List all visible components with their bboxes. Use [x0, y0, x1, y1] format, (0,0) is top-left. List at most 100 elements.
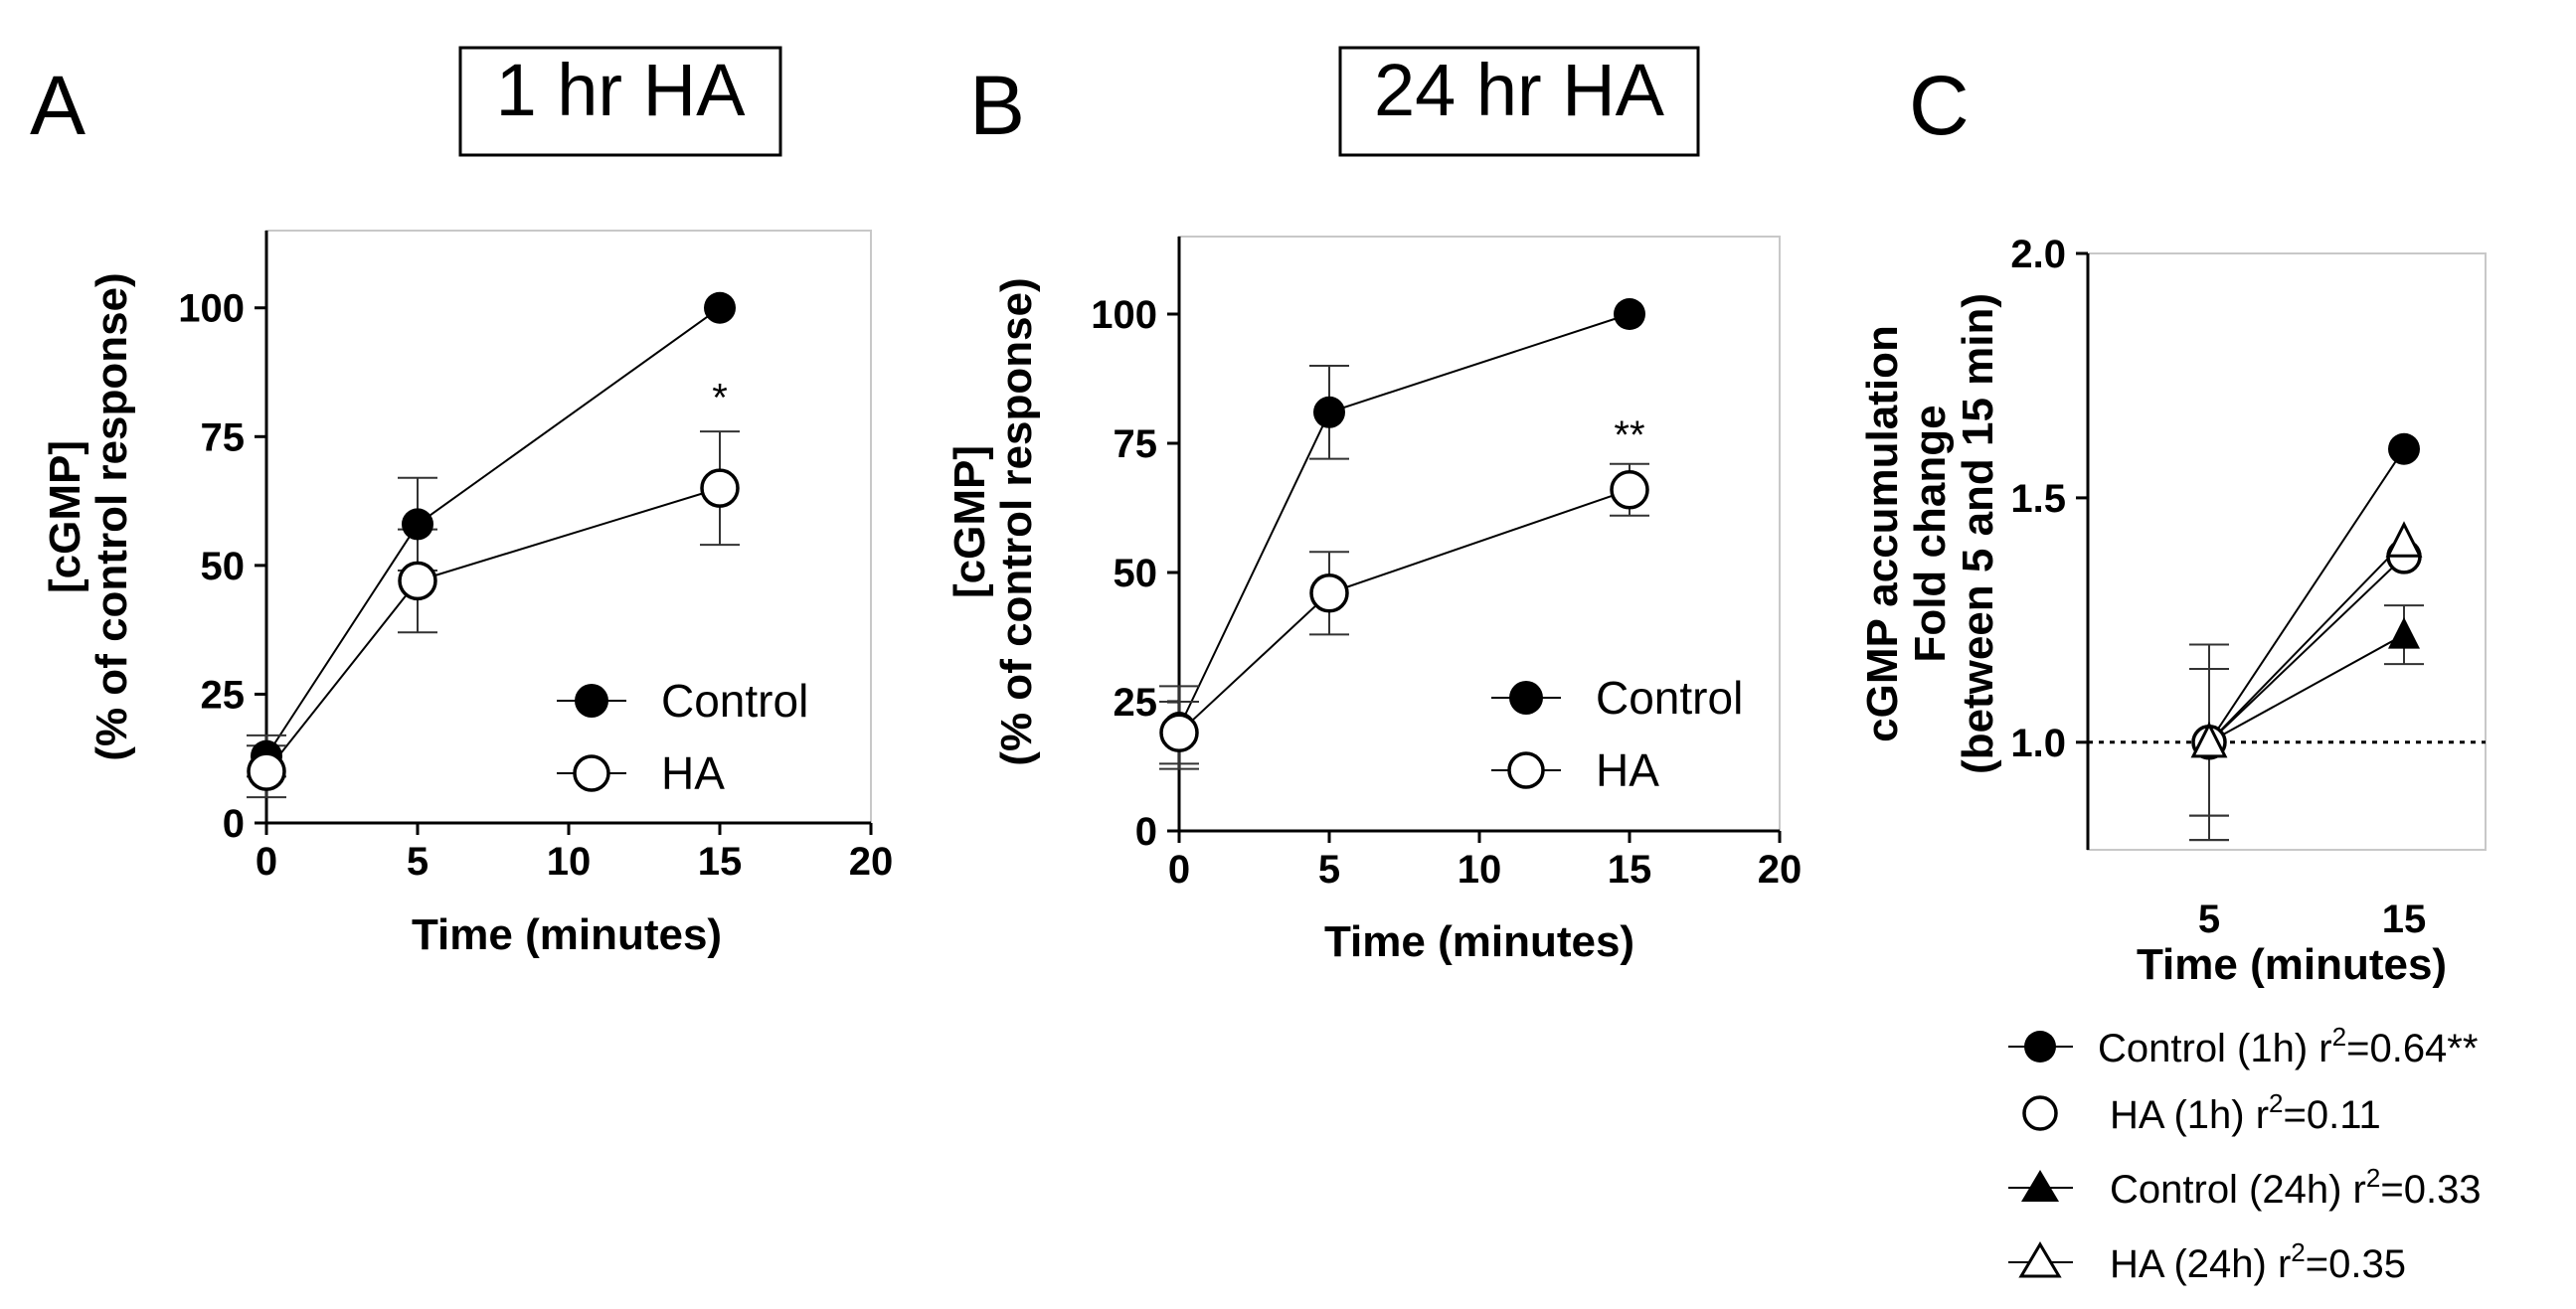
- panel-b-title-box: [1338, 46, 1700, 157]
- panel-c-legend-label: HA (24h) r2=0.35: [2110, 1237, 2406, 1286]
- panel-c-letter: C: [1909, 59, 1970, 152]
- panel-a-title: 1 hr HA: [496, 49, 747, 131]
- panel-c-y-axis-label: cGMP accumulation Fold change (between 5…: [1858, 293, 2002, 774]
- panel-a-ytick-label: 0: [223, 802, 245, 846]
- panel-b-xtick-label: 0: [1168, 848, 1190, 892]
- panel-a-legend: Control HA: [557, 675, 808, 799]
- panel-a-ylabel-line2: (% of control response): [87, 272, 136, 760]
- panel-b-ytick-label: 50: [1114, 552, 1158, 595]
- panel-a-xtick-label: 0: [256, 840, 277, 884]
- panel-b-ytick-label: 100: [1091, 293, 1157, 337]
- panel-a-data-point: [247, 751, 286, 791]
- panel-a-xtick-label: 5: [407, 840, 429, 884]
- panel-a-ytick-label: 100: [178, 287, 245, 331]
- panel-a-data-point: [398, 561, 437, 601]
- panel-c-data-point: [2388, 617, 2420, 649]
- panel-a-significance: *: [712, 376, 728, 419]
- panel-b-xtick-label: 20: [1758, 848, 1803, 892]
- panel-a-y-axis-label: [cGMP] (% of control response): [41, 272, 136, 760]
- panel-b-ytick-label: 75: [1114, 422, 1158, 466]
- panel-a-legend-ha-marker: [573, 754, 610, 792]
- panel-b-data-point: [1614, 298, 1645, 330]
- panel-b-data-point: [1159, 713, 1199, 752]
- panel-c-plot-frame: [2087, 252, 2487, 851]
- panel-c-legend-item-control-24h: Control (24h) r2=0.33: [2008, 1163, 2482, 1212]
- panel-c-ylabel-line2: Fold change: [1906, 405, 1955, 662]
- panel-c-xtick-label: 15: [2382, 898, 2427, 941]
- panel-b: B 24 hr HA [cGMP] (% of control response…: [945, 46, 1802, 966]
- panel-a-ylabel-line1: [cGMP]: [41, 440, 89, 593]
- panel-c-legend-item-ha-1h: HA (1h) r2=0.11: [2022, 1088, 2381, 1137]
- panel-c-legend-item-ha-24h: HA (24h) r2=0.35: [2008, 1237, 2406, 1286]
- panel-b-significance: **: [1614, 413, 1644, 457]
- panel-a-xtick-label: 20: [849, 840, 894, 884]
- panel-c-legend-label: Control (24h) r2=0.33: [2110, 1163, 2482, 1212]
- panel-b-ylabel-line2: (% of control response): [992, 277, 1041, 765]
- panel-b-series-line: [1178, 488, 1631, 734]
- panel-a-data-point: [704, 291, 736, 324]
- panel-c-series-layer: [2189, 432, 2424, 842]
- panel-b-legend-ha-marker: [1507, 751, 1545, 789]
- panel-c-series-line: [2208, 556, 2405, 743]
- panel-c-legend-marker-filled-triangle: [2021, 1170, 2059, 1202]
- panel-a-legend-ha-label: HA: [661, 747, 725, 799]
- panel-c-data-point: [2190, 721, 2228, 758]
- panel-b-legend-control-marker: [1509, 681, 1543, 715]
- panel-c-ytick-label: 2.0: [2010, 233, 2066, 276]
- panel-c-ytick-label: 1.0: [2010, 722, 2066, 765]
- panel-b-xlabel: Time (minutes): [1324, 917, 1634, 966]
- panel-a: A 1 hr HA [cGMP] (% of control response)…: [30, 46, 894, 959]
- panel-b-data-point: [1309, 573, 1349, 613]
- panel-a-data-point: [700, 468, 740, 508]
- panel-c-ylabel-line1: cGMP accumulation: [1858, 325, 1907, 742]
- panel-b-data-point: [1610, 470, 1649, 510]
- panel-c-x-ticks: 5 15: [2198, 898, 2426, 941]
- panel-c-xlabel: Time (minutes): [2137, 940, 2447, 989]
- panel-a-xtick-label: 15: [698, 840, 743, 884]
- panel-c-legend-label: HA (1h) r2=0.11: [2110, 1088, 2381, 1137]
- panel-a-plot-frame: [265, 230, 872, 824]
- panel-b-series-layer: [1159, 298, 1649, 770]
- panel-a-series-layer: [247, 291, 740, 799]
- panel-c-xtick-label: 5: [2198, 898, 2220, 941]
- panel-c-legend-label: Control (1h) r2=0.64**: [2098, 1022, 2478, 1070]
- panel-b-legend-ha-label: HA: [1596, 744, 1659, 796]
- panel-b-legend-control-label: Control: [1596, 672, 1743, 724]
- panel-b-data-point: [1313, 396, 1345, 428]
- panel-c-legend-marker-open-circle: [2022, 1095, 2058, 1131]
- panel-a-y-ticks: 0 25 50 75 100: [178, 287, 266, 846]
- panel-a-letter: A: [30, 59, 86, 152]
- panel-b-xtick-label: 5: [1318, 848, 1340, 892]
- panel-c-y-ticks: 1.0 1.5 2.0: [2010, 233, 2088, 765]
- panel-a-ytick-label: 50: [201, 545, 246, 588]
- panel-c-series-line: [2208, 633, 2405, 743]
- panel-b-y-ticks: 0 25 50 75 100: [1091, 293, 1179, 854]
- panel-c-legend: Control (1h) r2=0.64** HA (1h) r2=0.11 C…: [2008, 1022, 2482, 1286]
- panel-c-legend-marker-open-triangle: [2018, 1241, 2062, 1278]
- panel-a-ytick-label: 25: [201, 673, 246, 717]
- panel-c-legend-item-control-1h: Control (1h) r2=0.64**: [2008, 1022, 2478, 1070]
- panel-b-xtick-label: 10: [1458, 848, 1502, 892]
- panel-c-ylabel-line3: (between 5 and 15 min): [1954, 293, 2002, 774]
- panel-a-xlabel: Time (minutes): [412, 910, 722, 959]
- panel-b-letter: B: [969, 59, 1025, 152]
- panel-a-data-point: [402, 508, 433, 541]
- panel-b-title: 24 hr HA: [1374, 49, 1665, 131]
- panel-b-ylabel-line1: [cGMP]: [945, 445, 994, 598]
- panel-b-legend: Control HA: [1491, 672, 1743, 796]
- panel-c-data-point: [2385, 521, 2423, 558]
- panel-c: C cGMP accumulation Fold change (between…: [1858, 59, 2487, 1286]
- panel-a-series-line: [265, 487, 721, 772]
- panel-b-y-axis-label: [cGMP] (% of control response): [945, 277, 1041, 765]
- panel-a-legend-control-marker: [575, 684, 608, 718]
- panel-b-ytick-label: 25: [1114, 681, 1158, 725]
- panel-a-ytick-label: 75: [201, 415, 246, 459]
- panel-b-x-ticks: 0 5 10 15 20: [1168, 831, 1802, 892]
- panel-c-data-point: [2388, 432, 2420, 465]
- panel-c-series-line: [2208, 448, 2405, 743]
- panel-b-series-line: [1178, 313, 1631, 729]
- panel-c-legend-marker-filled-circle: [2024, 1031, 2056, 1063]
- panel-b-xtick-label: 15: [1608, 848, 1652, 892]
- panel-b-ytick-label: 0: [1135, 810, 1157, 854]
